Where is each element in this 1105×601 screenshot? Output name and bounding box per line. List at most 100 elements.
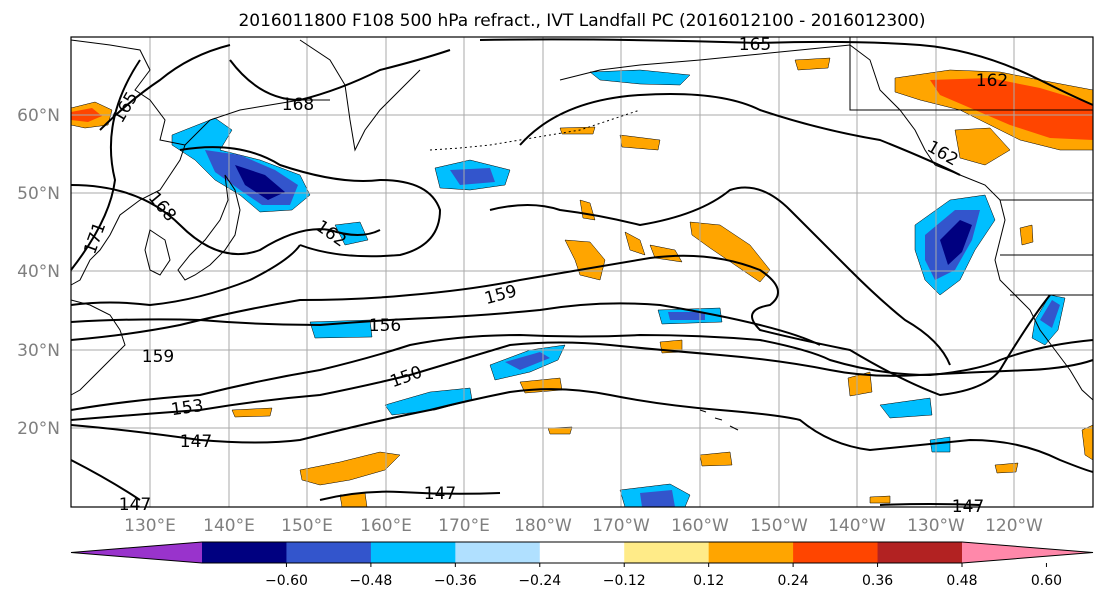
- lon-label: 170°E: [438, 516, 490, 536]
- gridlines: [71, 37, 1093, 507]
- contour-156: [70, 302, 821, 346]
- lon-label: 130°W: [907, 516, 965, 536]
- lon-label: 160°W: [671, 516, 729, 536]
- asia-coastline: [70, 39, 186, 286]
- positive-anomaly-region: [994, 462, 1019, 474]
- contour-150: [70, 341, 1094, 421]
- colorbar-segment: [455, 542, 541, 563]
- lon-label: 120°W: [985, 516, 1043, 536]
- contour-162-east: [489, 93, 961, 366]
- colorbar-tick-label: −0.60: [265, 573, 308, 589]
- contour-165-north: [99, 38, 1094, 131]
- map-frame: [70, 36, 1094, 508]
- contour-label: 156: [369, 316, 401, 336]
- positive-anomaly-region: [869, 495, 891, 504]
- contour-label: 147: [119, 495, 151, 515]
- contour-label: 168: [282, 95, 314, 115]
- colorbar-segment: [877, 542, 963, 563]
- contour-label: 153: [170, 396, 205, 420]
- colorbar-tick-label: −0.36: [434, 573, 477, 589]
- colorbar-tick-label: −0.12: [603, 573, 646, 589]
- shaded-fields: [70, 57, 1094, 508]
- colorbar-segment: [793, 542, 879, 563]
- japan-coastline: [177, 174, 241, 281]
- contour-label: 165: [739, 35, 771, 55]
- north-america-coastline: [934, 164, 1094, 401]
- colorbar-tick-label: 0.60: [1031, 573, 1062, 589]
- colorbar-tick-label: −0.48: [349, 573, 392, 589]
- lon-label: 140°E: [203, 516, 255, 536]
- colorbar-tick-label: 0.12: [693, 573, 724, 589]
- figure-title: 2016011800 F108 500 hPa refract., IVT La…: [238, 11, 925, 31]
- colorbar-extend-high: [962, 542, 1093, 563]
- colorbar-extend-low: [71, 542, 202, 563]
- positive-anomaly-region: [299, 451, 401, 486]
- negative-anomaly-region: [879, 397, 933, 419]
- contour-label: 147: [180, 432, 212, 452]
- contour-168-north: [229, 49, 451, 102]
- lat-label: 40°N: [17, 262, 60, 282]
- lon-label: 160°E: [360, 516, 412, 536]
- contour-171: [70, 59, 141, 271]
- colorbar-segment: [286, 542, 372, 563]
- negative-anomaly-core: [450, 168, 495, 185]
- contour-159: [70, 254, 1051, 397]
- positive-anomaly-region: [547, 426, 573, 435]
- contour-147-south: [70, 459, 981, 506]
- contour-162-left: [70, 244, 301, 307]
- colorbar-tick-label: 0.24: [778, 573, 809, 589]
- lon-label: 130°E: [124, 516, 176, 536]
- lat-label: 50°N: [17, 184, 60, 204]
- lon-label: 140°W: [828, 516, 886, 536]
- negative-anomaly-core: [505, 352, 550, 370]
- positive-anomaly-region: [1019, 224, 1034, 246]
- hawaii-islands: [699, 409, 739, 431]
- okhotsk-coastline: [184, 99, 330, 146]
- coastlines: [70, 37, 1094, 431]
- map-panel: 165 168 171 168 162 159 156 159 153 150 …: [70, 35, 1094, 517]
- contour-162-low: [179, 146, 442, 258]
- lon-label: 150°W: [750, 516, 808, 536]
- colorbar-segment: [624, 542, 710, 563]
- lat-label: 60°N: [17, 106, 60, 126]
- canada-border: [849, 37, 1093, 296]
- china-coastline: [70, 299, 126, 396]
- colorbar-tick-label: 0.36: [862, 573, 893, 589]
- lon-label: 180°W: [514, 516, 572, 536]
- colorbar-tick-label: −0.24: [518, 573, 561, 589]
- negative-anomaly-core: [640, 490, 675, 507]
- positive-anomaly-region: [231, 407, 273, 418]
- contour-168-west: [70, 184, 381, 256]
- contour-147: [70, 388, 1094, 473]
- positive-anomaly-region: [559, 126, 596, 135]
- negative-anomaly-core: [940, 220, 972, 265]
- colorbar-segment: [202, 542, 287, 563]
- latitude-labels: 60°N 50°N 40°N 30°N 20°N: [17, 106, 60, 439]
- colorbar-segment: [539, 542, 625, 563]
- positive-anomaly-region: [954, 127, 1011, 166]
- negative-anomaly-core: [235, 165, 285, 200]
- geopotential-contours: [70, 38, 1094, 506]
- negative-anomaly-core: [1040, 300, 1060, 328]
- negative-anomaly-core: [668, 312, 705, 320]
- kamchatka-coastline: [299, 39, 421, 152]
- negative-anomaly-region: [589, 69, 691, 86]
- aleutian-islands: [429, 109, 641, 151]
- positive-anomaly-region: [699, 451, 733, 467]
- positive-anomaly-core: [930, 78, 1093, 140]
- lon-label: 150°E: [281, 516, 333, 536]
- contour-label: 159: [142, 347, 174, 367]
- contour-label: 147: [424, 484, 456, 504]
- positive-anomaly-region: [794, 57, 831, 71]
- korea-coastline: [144, 229, 171, 276]
- lat-label: 30°N: [17, 341, 60, 361]
- negative-anomaly-region: [334, 221, 369, 246]
- negative-anomaly-region: [929, 436, 951, 453]
- colorbar-tick-label: 0.48: [946, 573, 977, 589]
- lat-label: 20°N: [17, 419, 60, 439]
- lon-label: 170°W: [592, 516, 650, 536]
- colorbar-outline: [70, 541, 1094, 564]
- longitude-labels: 130°E 140°E 150°E 160°E 170°E 180°W 170°…: [124, 516, 1043, 536]
- positive-anomaly-region: [624, 231, 646, 256]
